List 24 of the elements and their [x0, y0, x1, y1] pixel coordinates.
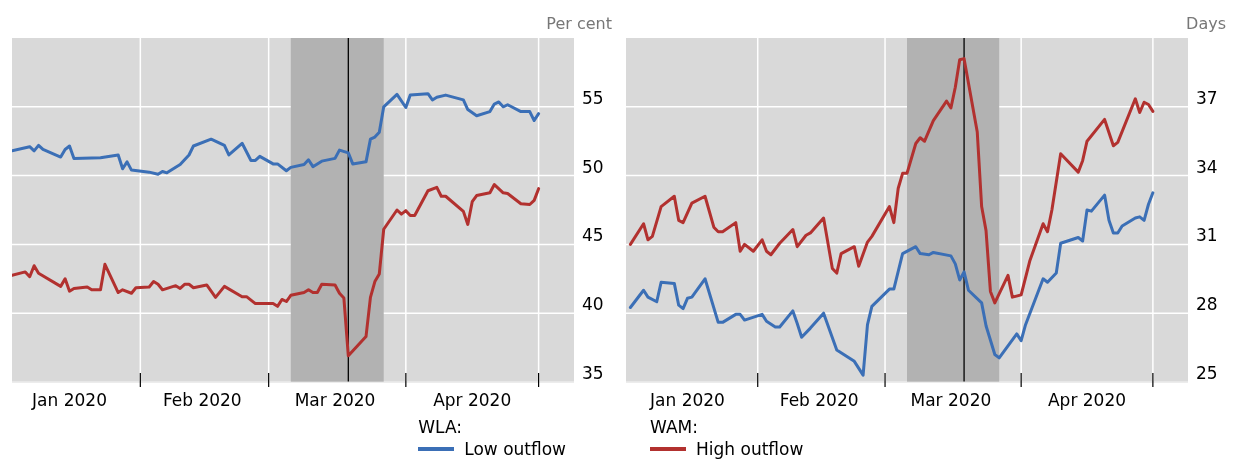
x-tick-label: Apr 2020: [433, 390, 512, 410]
x-tick-label: Jan 2020: [31, 390, 107, 410]
x-tick-label: Mar 2020: [294, 390, 376, 410]
y-tick-label: 40: [582, 294, 604, 315]
y-tick-label: 50: [582, 156, 604, 177]
x-tick-label: Mar 2020: [910, 390, 992, 410]
x-tick-label: Jan 2020: [649, 390, 725, 410]
y-axis-title: Per cent: [546, 14, 612, 33]
x-tick-label: Feb 2020: [779, 390, 859, 410]
y-tick-label: 55: [582, 87, 604, 108]
legend-title: WLA:: [418, 416, 463, 438]
x-tick-label: Feb 2020: [162, 390, 242, 410]
y-tick-label: 37: [1196, 87, 1218, 108]
y-tick-label: 45: [582, 225, 604, 246]
legend-title: WAM:: [650, 416, 699, 438]
y-axis-title: Days: [1186, 14, 1226, 33]
y-tick-label: 34: [1196, 156, 1218, 177]
legend-label: High outflow: [696, 438, 804, 460]
y-tick-label: 35: [582, 363, 604, 384]
y-tick-label: 28: [1196, 294, 1218, 315]
legend-label: Low outflow: [464, 438, 566, 460]
y-tick-label: 25: [1196, 363, 1218, 384]
x-tick-label: Apr 2020: [1047, 390, 1127, 410]
y-tick-label: 31: [1196, 225, 1218, 246]
